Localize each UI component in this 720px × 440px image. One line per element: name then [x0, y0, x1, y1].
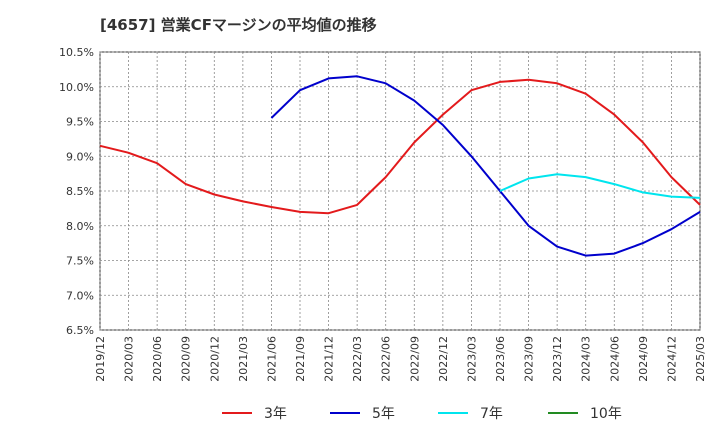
y-tick-label: 9.5% — [66, 116, 94, 129]
series-line-1 — [99, 78, 701, 215]
x-tick-label: 2025/03 — [694, 336, 707, 382]
chart-title: [4657] 営業CFマージンの平均値の推移 — [100, 16, 377, 34]
y-tick-label: 7.0% — [66, 289, 94, 302]
x-tick-label: 2020/12 — [208, 336, 221, 382]
x-tick-label: 2023/03 — [465, 336, 478, 382]
series-line-2 — [270, 75, 701, 257]
x-tick-label: 2022/12 — [437, 336, 450, 382]
x-tick-label: 2021/06 — [265, 336, 278, 382]
x-tick-label: 2024/12 — [665, 336, 678, 382]
x-tick-label: 2024/09 — [637, 336, 650, 382]
y-tick-label: 9.0% — [66, 150, 94, 163]
x-tick-label: 2024/06 — [608, 336, 621, 382]
legend-label-1: 3年 — [264, 406, 287, 422]
y-tick-label: 8.5% — [66, 185, 94, 198]
legend-label-2: 5年 — [372, 406, 395, 422]
x-tick-label: 2024/03 — [580, 336, 593, 382]
legend-label-3: 7年 — [480, 406, 503, 422]
x-tick-label: 2022/06 — [380, 336, 393, 382]
y-tick-label: 10.5% — [59, 46, 94, 59]
legend-label-4: 10年 — [590, 406, 622, 422]
x-tick-label: 2021/12 — [323, 336, 336, 382]
x-tick-label: 2021/03 — [237, 336, 250, 382]
x-tick-label: 2022/03 — [351, 336, 364, 382]
x-tick-label: 2023/06 — [494, 336, 507, 382]
x-tick-label: 2023/12 — [551, 336, 564, 382]
x-tick-label: 2021/09 — [294, 336, 307, 382]
y-tick-label: 8.0% — [66, 220, 94, 233]
x-tick-label: 2022/09 — [408, 336, 421, 382]
x-tick-label: 2020/03 — [123, 336, 136, 382]
y-tick-label: 10.0% — [59, 81, 94, 94]
y-tick-label: 6.5% — [66, 324, 94, 337]
y-tick-label: 7.5% — [66, 255, 94, 268]
x-tick-label: 2020/09 — [180, 336, 193, 382]
series-line-3 — [499, 173, 701, 199]
x-tick-label: 2019/12 — [94, 336, 107, 382]
x-tick-label: 2023/09 — [523, 336, 536, 382]
x-tick-label: 2020/06 — [151, 336, 164, 382]
